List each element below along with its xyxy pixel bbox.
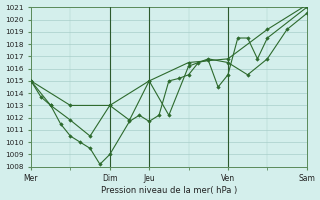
X-axis label: Pression niveau de la mer( hPa ): Pression niveau de la mer( hPa ) [101,186,237,195]
